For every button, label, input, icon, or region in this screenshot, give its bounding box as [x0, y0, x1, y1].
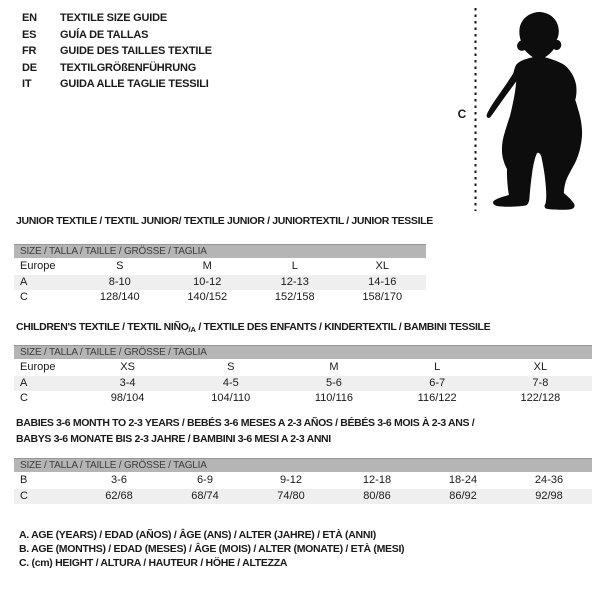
- table-cell: 152/158: [274, 291, 315, 303]
- language-title-list: EN TEXTILE SIZE GUIDE ES GUÍA DE TALLAS …: [22, 10, 212, 93]
- table-cell: 86/92: [449, 489, 477, 502]
- junior-size-table-block: SIZE / TALLA / TAILLE / GRÖSSE / TAGLIA …: [14, 244, 426, 306]
- table-cell: 110/116: [314, 392, 354, 404]
- junior-section-title: JUNIOR TEXTILE / TEXTIL JUNIOR/ TEXTILE …: [16, 215, 433, 227]
- table-cell: S: [227, 361, 235, 373]
- row-label: Europe: [20, 260, 56, 272]
- junior-size-table: Europe S M L XL A 8-10 10-12 12-13 14-16…: [14, 259, 426, 306]
- table-cell: M: [202, 260, 212, 272]
- children-title-subscript: /A: [188, 325, 196, 334]
- table-row: A 3-4 4-5 5-6 6-7 7-8: [14, 375, 592, 391]
- size-header-bar: SIZE / TALLA / TAILLE / GRÖSSE / TAGLIA: [14, 345, 592, 359]
- table-row: Europe XS S M L XL: [14, 360, 592, 376]
- language-code: EN: [22, 12, 37, 24]
- row-label: C: [20, 291, 28, 303]
- table-cell: 104/110: [211, 392, 251, 404]
- table-cell: 9-12: [279, 474, 303, 486]
- list-item: IT GUIDA ALLE TAGLIE TESSILI: [22, 76, 212, 93]
- table-cell: 14-16: [368, 275, 397, 288]
- children-section-title: CHILDREN'S TEXTILE / TEXTIL NIÑO/A / TEX…: [16, 321, 491, 334]
- table-cell: 18-24: [448, 474, 478, 486]
- list-item: EN TEXTILE SIZE GUIDE: [22, 10, 212, 27]
- children-title-pre: CHILDREN'S TEXTILE / TEXTIL NIÑO: [16, 321, 189, 333]
- table-cell: 158/170: [362, 291, 403, 303]
- babies-title-line1: BABIES 3-6 MONTH TO 2-3 YEARS / BEBÉS 3-…: [16, 417, 475, 429]
- babies-section-title: BABIES 3-6 MONTH TO 2-3 YEARS / BEBÉS 3-…: [16, 415, 475, 447]
- table-cell: L: [291, 260, 298, 272]
- table-cell: 3-4: [119, 376, 136, 389]
- table-row: C 62/68 68/74 74/80 80/86 86/92 92/98: [14, 488, 592, 504]
- footnote-a: A. AGE (YEARS) / EDAD (AÑOS) / ÂGE (ANS)…: [19, 529, 376, 541]
- table-cell: 128/140: [99, 291, 140, 303]
- table-cell: 10-12: [193, 275, 222, 288]
- table-cell: 98/104: [110, 392, 145, 404]
- table-cell: 8-10: [108, 275, 131, 288]
- height-measure-label: C: [457, 107, 467, 121]
- babies-size-table: B 3-6 6-9 9-12 12-18 18-24 24-36 C 62/68…: [14, 473, 592, 504]
- table-cell: XL: [375, 260, 389, 272]
- children-size-table: Europe XS S M L XL A 3-4 4-5 5-6 6-7 7-8…: [14, 360, 592, 407]
- row-label: A: [20, 275, 28, 288]
- table-cell: 92/98: [535, 489, 563, 502]
- guide-title: TEXTILGRÖßENFÜHRUNG: [60, 61, 197, 74]
- table-row: C 98/104 104/110 110/116 116/122 122/128: [14, 391, 592, 407]
- list-item: FR GUIDE DES TAILLES TEXTILE: [22, 43, 212, 60]
- size-header-bar: SIZE / TALLA / TAILLE / GRÖSSE / TAGLIA: [14, 458, 592, 472]
- guide-title: GUÍA DE TALLAS: [60, 28, 149, 41]
- row-label: A: [20, 376, 28, 389]
- table-cell: 12-13: [280, 275, 309, 288]
- children-size-table-block: SIZE / TALLA / TAILLE / GRÖSSE / TAGLIA …: [14, 345, 592, 407]
- language-code: FR: [22, 45, 37, 58]
- list-item: DE TEXTILGRÖßENFÜHRUNG: [22, 60, 212, 77]
- table-row: C 128/140 140/152 152/158 158/170: [14, 290, 426, 306]
- row-label: Europe: [20, 361, 56, 373]
- table-cell: XS: [120, 361, 135, 373]
- footnote-b: B. AGE (MONTHS) / EDAD (MESES) / ÂGE (MO…: [19, 543, 405, 556]
- table-cell: 6-9: [197, 474, 213, 486]
- size-header-bar: SIZE / TALLA / TAILLE / GRÖSSE / TAGLIA: [14, 244, 426, 258]
- table-cell: 122/128: [520, 392, 561, 404]
- guide-title: GUIDE DES TAILLES TEXTILE: [60, 45, 212, 58]
- table-cell: 68/74: [191, 489, 219, 502]
- table-cell: 116/122: [417, 392, 457, 404]
- table-cell: M: [329, 361, 339, 373]
- row-label: C: [20, 489, 28, 502]
- footnote-c: C. (cm) HEIGHT / ALTURA / HAUTEUR / HÖHE…: [19, 557, 288, 570]
- table-row: B 3-6 6-9 9-12 12-18 18-24 24-36: [14, 473, 592, 489]
- table-row: Europe S M L XL: [14, 259, 426, 275]
- language-code: IT: [22, 78, 32, 91]
- table-cell: S: [116, 260, 124, 272]
- table-cell: 7-8: [532, 376, 549, 389]
- table-cell: 5-6: [326, 376, 342, 389]
- baby-silhouette-icon: [474, 8, 583, 211]
- footnote-legend: A. AGE (YEARS) / EDAD (AÑOS) / ÂGE (ANS)…: [19, 528, 405, 571]
- table-cell: 140/152: [187, 291, 228, 303]
- list-item: ES GUÍA DE TALLAS: [22, 27, 212, 44]
- table-cell: 4-5: [222, 376, 239, 389]
- table-row: A 8-10 10-12 12-13 14-16: [14, 274, 426, 290]
- table-cell: 62/68: [105, 489, 133, 502]
- babies-title-line2: BABYS 3-6 MONATE BIS 2-3 JAHRE / BAMBINI…: [16, 433, 331, 445]
- table-cell: L: [434, 361, 441, 373]
- table-cell: 3-6: [111, 474, 127, 486]
- table-cell: XL: [533, 361, 548, 373]
- language-code: ES: [22, 28, 37, 41]
- row-label: C: [20, 392, 28, 404]
- table-cell: 12-18: [362, 474, 392, 486]
- table-cell: 74/80: [277, 489, 305, 502]
- children-title-post: / TEXTILE DES ENFANTS / KINDERTEXTIL / B…: [195, 321, 491, 333]
- guide-title: GUIDA ALLE TAGLIE TESSILI: [60, 78, 209, 91]
- table-cell: 6-7: [429, 376, 446, 389]
- babies-size-table-block: SIZE / TALLA / TAILLE / GRÖSSE / TAGLIA …: [14, 458, 592, 504]
- guide-title: TEXTILE SIZE GUIDE: [60, 12, 168, 24]
- table-cell: 24-36: [534, 474, 564, 486]
- row-label: B: [20, 474, 28, 486]
- baby-figure-area: [468, 3, 598, 215]
- language-code: DE: [22, 61, 37, 74]
- table-cell: 80/86: [363, 489, 391, 502]
